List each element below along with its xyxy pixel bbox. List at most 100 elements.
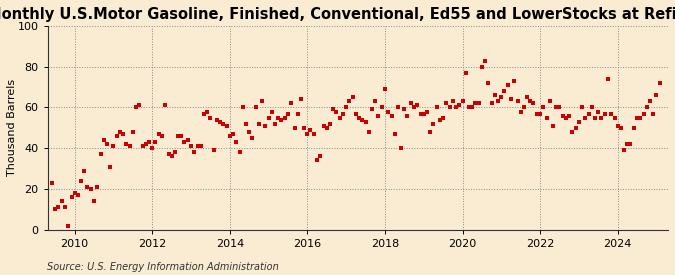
Y-axis label: Thousand Barrels: Thousand Barrels bbox=[7, 79, 17, 176]
Point bbox=[283, 111, 294, 116]
Point bbox=[128, 130, 138, 134]
Point bbox=[557, 113, 568, 118]
Point bbox=[648, 111, 659, 116]
Point bbox=[144, 140, 155, 144]
Point bbox=[166, 154, 177, 159]
Point bbox=[157, 134, 167, 138]
Point bbox=[334, 116, 345, 120]
Point bbox=[486, 101, 497, 106]
Point bbox=[561, 116, 572, 120]
Point bbox=[182, 138, 193, 142]
Point bbox=[92, 185, 103, 189]
Point bbox=[441, 101, 452, 106]
Point bbox=[396, 146, 406, 150]
Point bbox=[408, 105, 419, 110]
Point bbox=[574, 120, 585, 124]
Point bbox=[237, 105, 248, 110]
Point bbox=[619, 148, 630, 152]
Point bbox=[622, 142, 632, 146]
Point bbox=[518, 105, 529, 110]
Point bbox=[547, 123, 558, 128]
Point bbox=[377, 105, 387, 110]
Point bbox=[389, 132, 400, 136]
Point bbox=[599, 111, 610, 116]
Point bbox=[76, 179, 86, 183]
Point bbox=[634, 116, 645, 120]
Point bbox=[431, 105, 442, 110]
Point bbox=[121, 142, 132, 146]
Point bbox=[299, 126, 310, 130]
Point bbox=[215, 120, 225, 124]
Point bbox=[117, 132, 128, 136]
Point bbox=[357, 117, 368, 122]
Point bbox=[348, 95, 358, 100]
Point bbox=[360, 120, 371, 124]
Point bbox=[467, 105, 478, 110]
Point bbox=[315, 154, 325, 159]
Point bbox=[509, 79, 520, 83]
Point bbox=[580, 116, 591, 120]
Point bbox=[628, 126, 639, 130]
Point bbox=[632, 116, 643, 120]
Point bbox=[493, 99, 504, 103]
Point bbox=[95, 152, 106, 156]
Point bbox=[82, 185, 93, 189]
Point bbox=[267, 109, 277, 114]
Point bbox=[147, 146, 158, 150]
Point bbox=[541, 116, 552, 120]
Point bbox=[460, 71, 471, 75]
Point bbox=[412, 103, 423, 108]
Point bbox=[53, 205, 63, 210]
Point bbox=[444, 105, 455, 110]
Point bbox=[551, 105, 562, 110]
Point bbox=[250, 105, 261, 110]
Point bbox=[221, 123, 232, 128]
Point bbox=[227, 132, 238, 136]
Point bbox=[338, 111, 348, 116]
Point bbox=[454, 103, 465, 108]
Point bbox=[473, 101, 484, 106]
Text: Source: U.S. Energy Information Administration: Source: U.S. Energy Information Administ… bbox=[47, 262, 279, 272]
Point bbox=[173, 134, 184, 138]
Point bbox=[354, 116, 364, 120]
Point bbox=[406, 101, 416, 106]
Point bbox=[305, 128, 316, 132]
Point bbox=[59, 205, 70, 210]
Point bbox=[379, 87, 390, 91]
Point bbox=[312, 158, 323, 163]
Point bbox=[124, 144, 135, 148]
Point bbox=[231, 140, 242, 144]
Point bbox=[137, 144, 148, 148]
Point bbox=[63, 224, 74, 228]
Point bbox=[140, 142, 151, 146]
Point bbox=[163, 152, 174, 156]
Point bbox=[99, 138, 109, 142]
Point bbox=[435, 117, 446, 122]
Point bbox=[244, 130, 254, 134]
Point bbox=[515, 109, 526, 114]
Point bbox=[367, 107, 377, 112]
Point bbox=[308, 132, 319, 136]
Point bbox=[448, 99, 458, 103]
Point bbox=[260, 123, 271, 128]
Point bbox=[506, 97, 516, 101]
Point bbox=[292, 111, 303, 116]
Point bbox=[176, 134, 187, 138]
Point bbox=[554, 105, 565, 110]
Point bbox=[415, 111, 426, 116]
Point bbox=[169, 150, 180, 155]
Point bbox=[489, 93, 500, 97]
Point bbox=[383, 109, 394, 114]
Point bbox=[224, 134, 235, 138]
Point bbox=[538, 105, 549, 110]
Point bbox=[596, 116, 607, 120]
Point bbox=[86, 187, 97, 191]
Point bbox=[72, 193, 83, 197]
Point bbox=[134, 103, 145, 108]
Point bbox=[421, 109, 432, 114]
Point bbox=[192, 144, 203, 148]
Point bbox=[276, 117, 287, 122]
Point bbox=[150, 140, 161, 144]
Point bbox=[502, 83, 513, 87]
Point bbox=[218, 122, 229, 126]
